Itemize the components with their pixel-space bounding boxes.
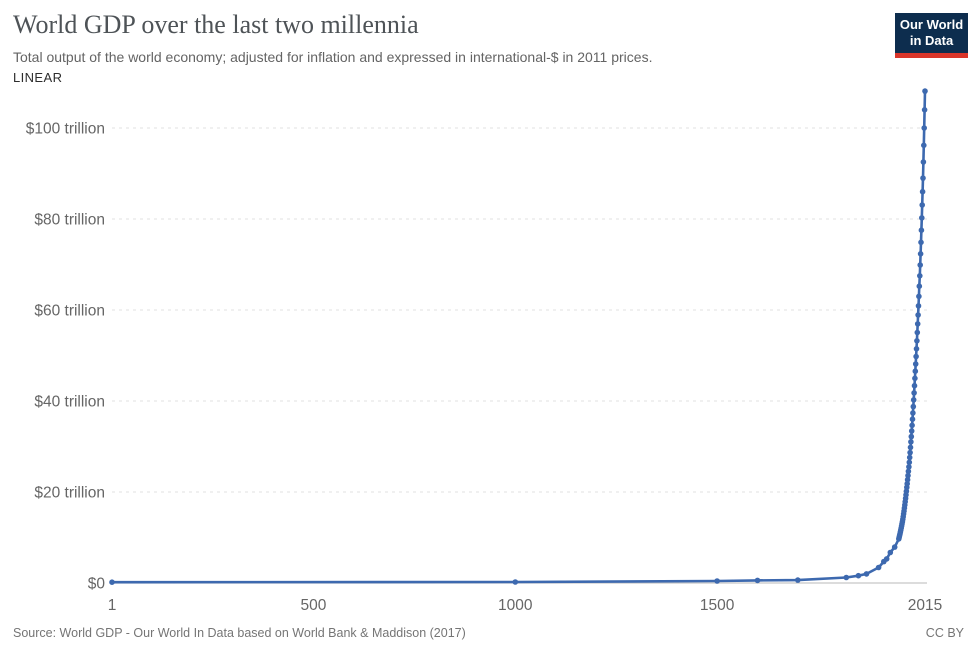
gdp-line-path [110, 89, 927, 584]
y-tick-label: $80 trillion [34, 212, 105, 229]
data-point-marker [855, 572, 862, 579]
x-tick-label: 2015 [908, 597, 942, 614]
data-point-marker [916, 283, 923, 290]
data-point-marker [907, 449, 913, 456]
data-point-marker [843, 574, 850, 581]
data-point-marker [911, 382, 918, 389]
logo-line-1: Our World [899, 17, 964, 32]
data-point-marker [908, 439, 914, 445]
data-point-marker [920, 159, 927, 165]
data-point-marker [919, 202, 925, 208]
data-point-marker [910, 410, 916, 416]
data-point-marker [917, 273, 923, 279]
data-point-marker [910, 403, 917, 410]
data-point-marker [917, 262, 923, 268]
x-tick-label: 500 [300, 597, 326, 614]
data-point-marker [909, 416, 916, 423]
data-point-marker [922, 88, 928, 94]
x-tick-label: 1000 [498, 597, 533, 614]
data-point-marker [905, 468, 912, 475]
data-point-marker [863, 571, 870, 577]
data-point-marker [918, 239, 924, 246]
tab-linear-scale[interactable]: LINEAR [13, 70, 63, 85]
data-point-marker [109, 579, 115, 585]
data-point-marker [918, 227, 925, 233]
data-point-marker [512, 579, 519, 585]
data-point-marker [921, 142, 927, 149]
y-axis-labels: $0 $20 trillion $40 trillion $60 trillion $8… [26, 121, 106, 593]
gdp-line-series[interactable] [109, 88, 928, 585]
data-point-marker [913, 346, 920, 352]
data-point-marker [921, 107, 928, 113]
data-point-marker [914, 321, 921, 327]
data-point-marker [914, 338, 920, 344]
gridlines [112, 127, 927, 584]
data-point-marker [912, 375, 918, 382]
data-point-marker [915, 303, 922, 309]
data-point-marker [921, 125, 927, 131]
data-point-marker [754, 577, 761, 584]
y-tick-label: $60 trillion [34, 303, 105, 320]
x-tick-label: 1500 [700, 597, 735, 614]
y-tick-label: $0 [88, 576, 106, 593]
data-point-marker [919, 215, 925, 221]
data-point-marker [883, 556, 890, 562]
data-point-marker [905, 472, 911, 479]
data-point-marker [906, 454, 913, 461]
page-title: World GDP over the last two millennia [13, 10, 419, 39]
data-point-marker [914, 329, 921, 336]
data-point-marker [916, 293, 922, 300]
license-link[interactable]: CC BY [925, 626, 964, 640]
data-point-marker [920, 175, 926, 181]
data-point-marker [907, 444, 914, 451]
data-point-marker [919, 188, 926, 195]
y-tick-label: $20 trillion [34, 485, 105, 502]
x-tick-label: 1 [108, 597, 117, 614]
data-point-marker [917, 251, 924, 257]
data-point-marker [891, 544, 898, 550]
data-point-marker [795, 577, 801, 583]
data-point-marker [910, 397, 917, 403]
data-point-marker [913, 353, 919, 360]
data-point-marker [904, 476, 911, 483]
data-point-marker [906, 459, 913, 466]
x-axis-labels: 1 500 1000 1500 2015 [108, 597, 943, 614]
data-point-marker [909, 422, 915, 429]
logo-line-2: in Data [909, 33, 954, 48]
data-point-marker [908, 428, 915, 434]
data-point-marker [911, 390, 917, 396]
source-note: Source: World GDP - Our World In Data ba… [13, 626, 466, 640]
data-point-marker [915, 312, 921, 318]
data-point-marker [887, 549, 894, 556]
data-point-marker [908, 433, 915, 440]
our-world-in-data-logo[interactable]: Our World in Data [895, 13, 968, 58]
chart-subtitle: Total output of the world economy; adjus… [13, 49, 653, 65]
y-tick-label: $40 trillion [34, 394, 105, 411]
data-point-marker [875, 564, 882, 571]
data-point-marker [912, 368, 919, 375]
y-tick-label: $100 trillion [26, 121, 105, 138]
data-point-marker [912, 361, 919, 367]
data-point-marker [714, 578, 720, 584]
data-point-marker [906, 464, 912, 470]
